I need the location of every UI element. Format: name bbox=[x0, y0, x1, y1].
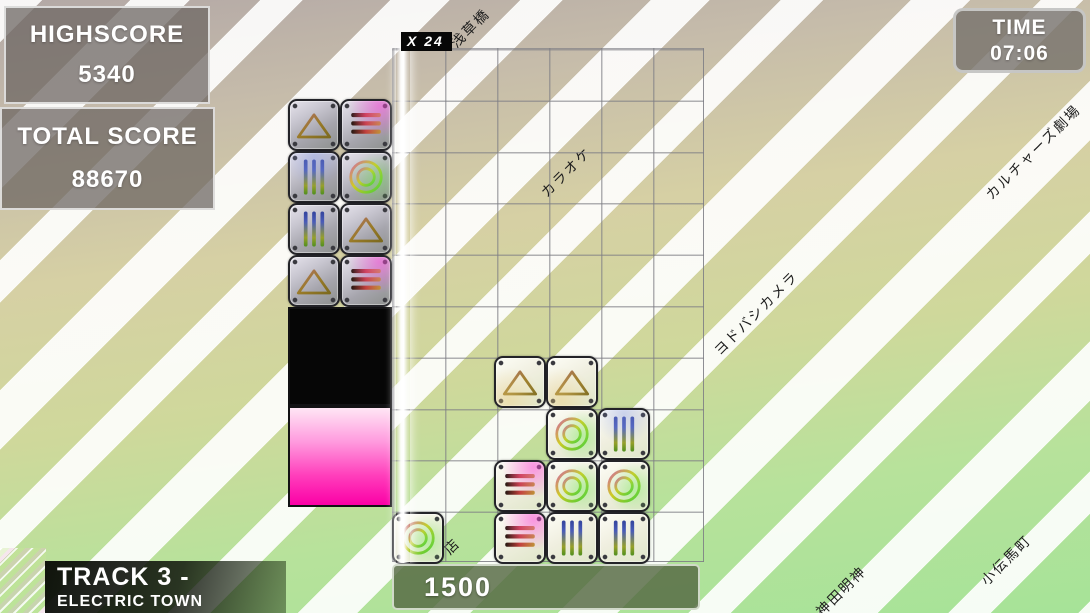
tile-circle bbox=[546, 408, 598, 460]
vlines-icon bbox=[303, 211, 325, 247]
highscore-panel: HIGHSCORE 5340 bbox=[4, 6, 210, 104]
hlines-icon bbox=[351, 269, 381, 290]
corner-stripe-texture bbox=[0, 548, 46, 613]
score-popup-value: 1500 bbox=[424, 571, 493, 602]
total-score-panel: TOTAL SCORE 88670 bbox=[0, 107, 215, 210]
tile-vlines bbox=[598, 408, 650, 460]
tile-hlines bbox=[340, 99, 392, 151]
track-title: TRACK 3 - bbox=[57, 563, 190, 591]
background-place-label: 神田明神 bbox=[813, 563, 870, 613]
tile-hlines bbox=[494, 460, 546, 512]
tile-vlines bbox=[288, 151, 340, 203]
tile-vlines bbox=[288, 203, 340, 255]
circle-icon bbox=[555, 417, 589, 451]
time-panel: TIME 07:06 bbox=[953, 8, 1086, 73]
time-value: 07:06 bbox=[990, 41, 1049, 65]
triangle-icon bbox=[502, 370, 538, 396]
circle-icon bbox=[607, 469, 641, 503]
vlines-icon bbox=[613, 520, 635, 556]
tile-triangle bbox=[288, 255, 340, 307]
tile-hlines bbox=[340, 255, 392, 307]
track-info-box: TRACK 3 - ELECTRIC TOWN bbox=[45, 561, 286, 613]
total-score-value: 88670 bbox=[71, 165, 144, 193]
time-label: TIME bbox=[992, 16, 1047, 40]
tile-circle bbox=[546, 460, 598, 512]
triangle-icon bbox=[296, 269, 332, 295]
tile-triangle bbox=[288, 99, 340, 151]
pink-block bbox=[288, 406, 392, 507]
tile-triangle bbox=[340, 203, 392, 255]
background-place-label: 浅草橋 bbox=[448, 6, 494, 52]
timeline-sweep-beam bbox=[396, 48, 410, 563]
triangle-icon bbox=[348, 217, 384, 243]
black-block bbox=[288, 307, 392, 406]
multiplier-badge: X 24 bbox=[401, 32, 452, 51]
circle-icon bbox=[555, 469, 589, 503]
total-score-label: TOTAL SCORE bbox=[17, 123, 198, 151]
background-place-label: ヨドバシカメラ bbox=[711, 268, 802, 359]
highscore-value: 5340 bbox=[78, 61, 136, 89]
hlines-icon bbox=[505, 474, 535, 495]
vlines-icon bbox=[561, 520, 583, 556]
hlines-icon bbox=[505, 526, 535, 547]
hlines-icon bbox=[351, 113, 381, 134]
score-popup-bar: 1500 bbox=[392, 564, 700, 610]
tile-triangle bbox=[546, 356, 598, 408]
circle-icon bbox=[349, 160, 383, 194]
background-place-label: カルチャーズ劇場 bbox=[983, 102, 1085, 204]
tile-hlines bbox=[494, 512, 546, 564]
tile-vlines bbox=[546, 512, 598, 564]
vlines-icon bbox=[613, 416, 635, 452]
triangle-icon bbox=[296, 113, 332, 139]
tile-triangle bbox=[494, 356, 546, 408]
tile-circle bbox=[340, 151, 392, 203]
highscore-label: HIGHSCORE bbox=[29, 20, 185, 48]
track-subtitle: ELECTRIC TOWN bbox=[57, 592, 204, 610]
vlines-icon bbox=[303, 159, 325, 195]
tile-circle bbox=[598, 460, 650, 512]
triangle-icon bbox=[554, 370, 590, 396]
tile-vlines bbox=[598, 512, 650, 564]
background-place-label: 小伝馬町 bbox=[978, 532, 1035, 589]
